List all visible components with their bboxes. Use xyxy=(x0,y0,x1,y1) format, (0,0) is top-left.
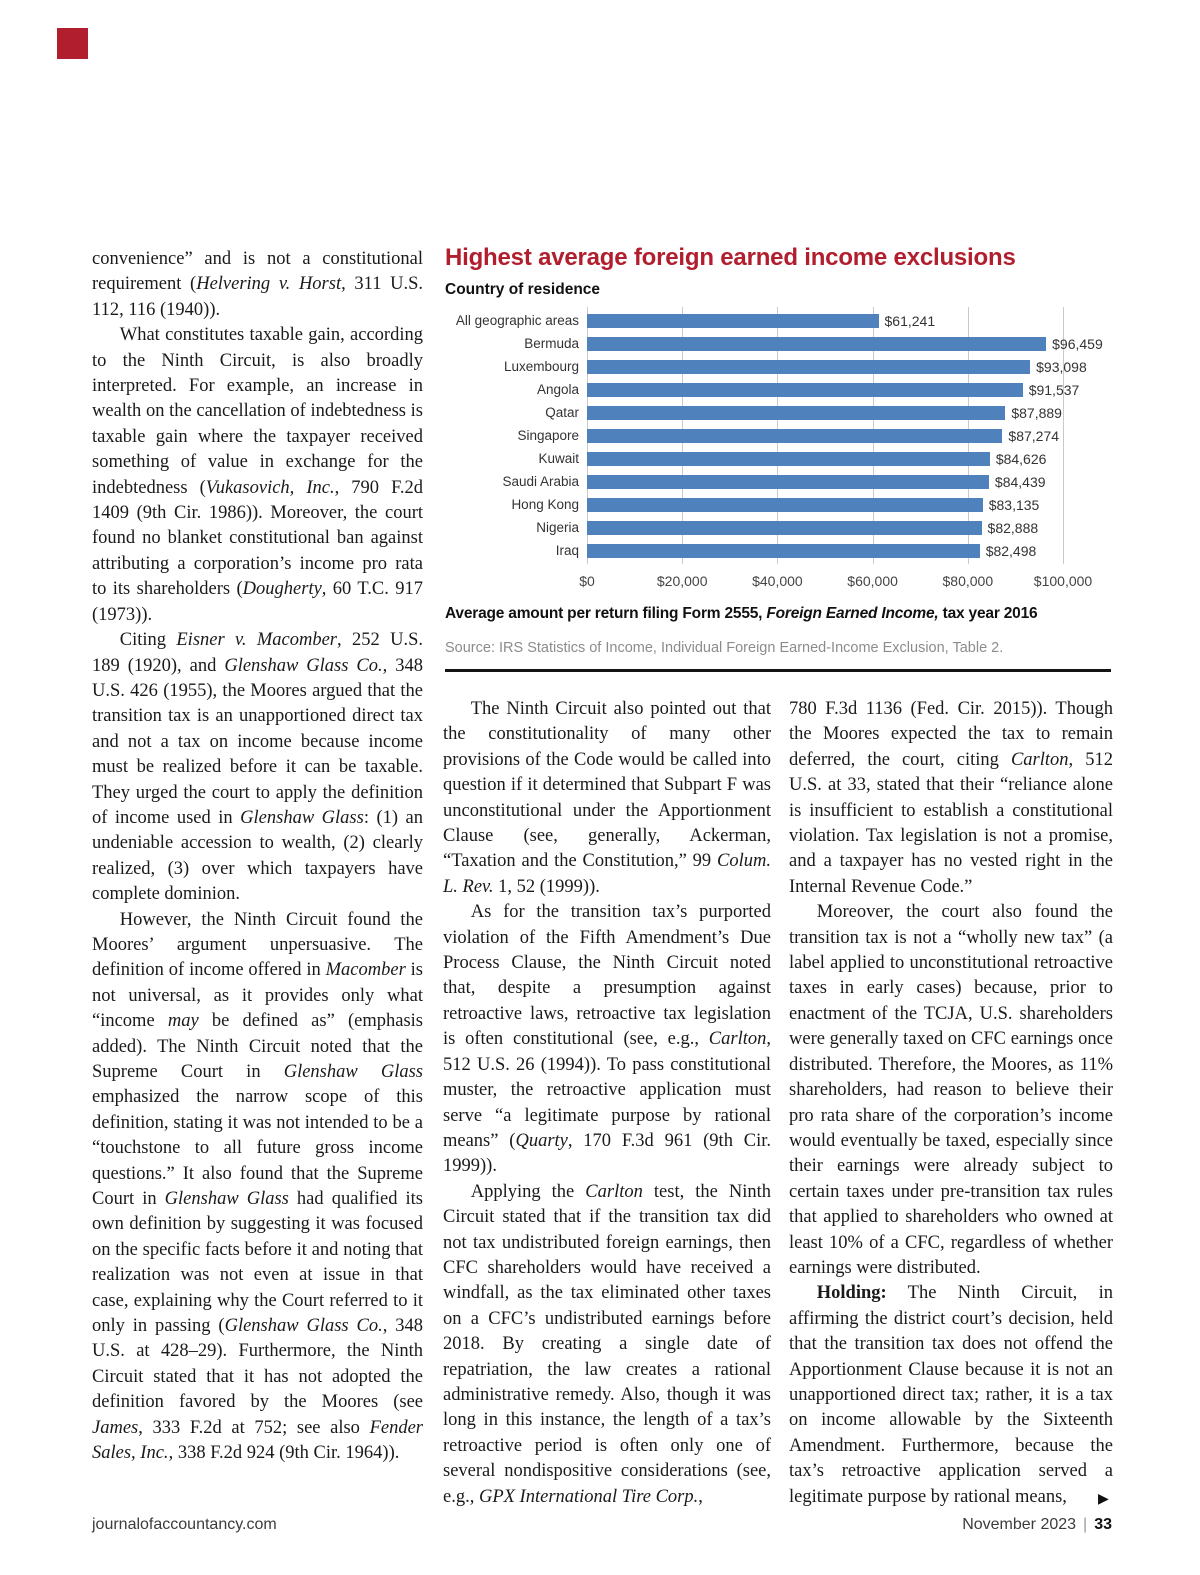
x-tick-label: $20,000 xyxy=(656,573,708,589)
value-label: $82,888 xyxy=(987,519,1039,536)
footer-page-number: 33 xyxy=(1094,1516,1112,1533)
bar xyxy=(587,451,990,466)
bar-track: $87,889 xyxy=(587,404,1063,421)
category-label: Kuwait xyxy=(538,451,579,466)
corner-accent xyxy=(57,28,88,59)
chart-row: Bermuda $96,459 xyxy=(445,332,1111,355)
chart-source: Source: IRS Statistics of Income, Indivi… xyxy=(445,640,1004,656)
gridline xyxy=(1063,307,1064,564)
value-label: $91,537 xyxy=(1028,381,1080,398)
category-label: Saudi Arabia xyxy=(502,474,579,489)
chart-rows: All geographic areas $61,241 Bermuda $96,45… xyxy=(445,309,1111,562)
footer-issue-date: November 2023 xyxy=(962,1516,1077,1533)
category-label: Singapore xyxy=(517,428,579,443)
paragraph: However, the Ninth Circuit found the Moo… xyxy=(92,909,423,1464)
x-tick-label: $40,000 xyxy=(752,573,803,589)
category-label: Hong Kong xyxy=(511,497,579,512)
chart-row: All geographic areas $61,241 xyxy=(445,309,1111,332)
chart-panel: Highest average foreign earned income ex… xyxy=(445,244,1111,672)
category-label: All geographic areas xyxy=(455,313,579,328)
chart-axis-label: Country of residence xyxy=(445,281,601,298)
paragraph: convenience” and is not a constitutional… xyxy=(92,249,424,320)
paragraph: The Ninth Circuit also pointed out that … xyxy=(443,699,771,897)
value-label: $83,135 xyxy=(988,496,1040,513)
value-label: $96,459 xyxy=(1052,335,1103,352)
footer-separator: | xyxy=(1083,1516,1088,1533)
chart-row: Hong Kong $83,135 xyxy=(445,493,1111,516)
category-label: Angola xyxy=(536,382,579,397)
chart-title: Highest average foreign earned income ex… xyxy=(445,244,1016,271)
chart-row: Angola $91,537 xyxy=(445,378,1111,401)
bar xyxy=(587,336,1047,351)
bar xyxy=(587,405,1006,420)
bar-track: $84,626 xyxy=(587,450,1063,467)
paragraph: Holding: The Ninth Circuit, in affirming… xyxy=(789,1283,1113,1507)
chart-row: Iraq $82,498 xyxy=(445,539,1111,562)
bar xyxy=(587,382,1023,397)
chart-row: Luxembourg $93,098 xyxy=(445,355,1111,378)
section-divider xyxy=(445,669,1111,672)
bar xyxy=(587,359,1031,374)
bar xyxy=(587,543,980,558)
x-tick-label: $60,000 xyxy=(847,573,898,589)
chart-x-axis: $0 $20,000 $40,000 $60,000 $80,000 $100,000 xyxy=(579,567,1092,591)
paragraph: Moreover, the court also found the trans… xyxy=(789,902,1113,1278)
footer-site-url: journalofaccountancy.com xyxy=(92,1516,277,1533)
category-label: Luxembourg xyxy=(503,359,579,374)
bar-track: $84,439 xyxy=(587,473,1063,490)
x-tick-label: $100,000 xyxy=(1033,573,1093,589)
bar-track: $82,888 xyxy=(587,519,1063,536)
chart-row: Saudi Arabia $84,439 xyxy=(445,470,1111,493)
bar-track: $93,098 xyxy=(587,359,1087,375)
category-label: Qatar xyxy=(545,405,579,420)
article-column-1: convenience” and is not a constitutional… xyxy=(92,247,423,1467)
bar-track: $87,274 xyxy=(587,427,1063,444)
category-label: Iraq xyxy=(555,543,579,558)
chart-row: Kuwait $84,626 xyxy=(445,447,1111,470)
bar xyxy=(587,520,982,535)
x-tick-label: $80,000 xyxy=(942,573,994,589)
chart-row: Singapore $87,274 xyxy=(445,424,1111,447)
value-label: $93,098 xyxy=(1036,358,1087,375)
bar xyxy=(587,474,989,489)
x-tick-label: $0 xyxy=(579,573,595,589)
chart-row: Qatar $87,889 xyxy=(445,401,1111,424)
chart-caption: Average amount per return filing Form 25… xyxy=(445,605,1038,622)
chart-body: All geographic areas $61,241 Bermuda $96,45… xyxy=(445,307,1111,591)
value-label: $84,626 xyxy=(995,450,1047,467)
footer-right: November 2023 | 33 xyxy=(962,1516,1112,1534)
value-label: $61,241 xyxy=(884,312,936,329)
value-label: $87,889 xyxy=(1011,404,1062,421)
bar-track: $61,241 xyxy=(587,312,1063,329)
value-label: $87,274 xyxy=(1008,427,1060,444)
page-footer: journalofaccountancy.com November 2023 | 3… xyxy=(92,1516,1112,1534)
bar-track: $91,537 xyxy=(587,382,1079,398)
paragraph: As for the transition tax’s purported vi… xyxy=(443,902,772,1177)
continued-arrow: ▶ xyxy=(1098,1491,1109,1507)
chart-row: Nigeria $82,888 xyxy=(445,516,1111,539)
paragraph: Citing Eisner v. Macomber, 252 U.S. 189 … xyxy=(92,630,423,905)
value-label: $84,439 xyxy=(994,473,1046,490)
bar xyxy=(587,313,879,328)
bar-track: $83,135 xyxy=(587,496,1063,513)
article-column-2: The Ninth Circuit also pointed out that … xyxy=(443,697,771,1510)
value-label: $82,498 xyxy=(985,542,1037,559)
paragraph: 780 F.3d 1136 (Fed. Cir. 2015)). Though … xyxy=(789,699,1114,897)
bar xyxy=(587,428,1003,443)
paragraph: Applying the Carlton test, the Ninth Cir… xyxy=(443,1181,771,1507)
bar xyxy=(587,497,983,512)
paragraph: What constitutes taxable gain, according… xyxy=(92,325,424,625)
bar-track: $96,459 xyxy=(587,336,1103,352)
category-label: Bermuda xyxy=(524,336,579,351)
category-label: Nigeria xyxy=(536,520,579,535)
article-column-3: 780 F.3d 1136 (Fed. Cir. 2015)). Though … xyxy=(789,697,1113,1510)
bar-track: $82,498 xyxy=(587,542,1063,559)
